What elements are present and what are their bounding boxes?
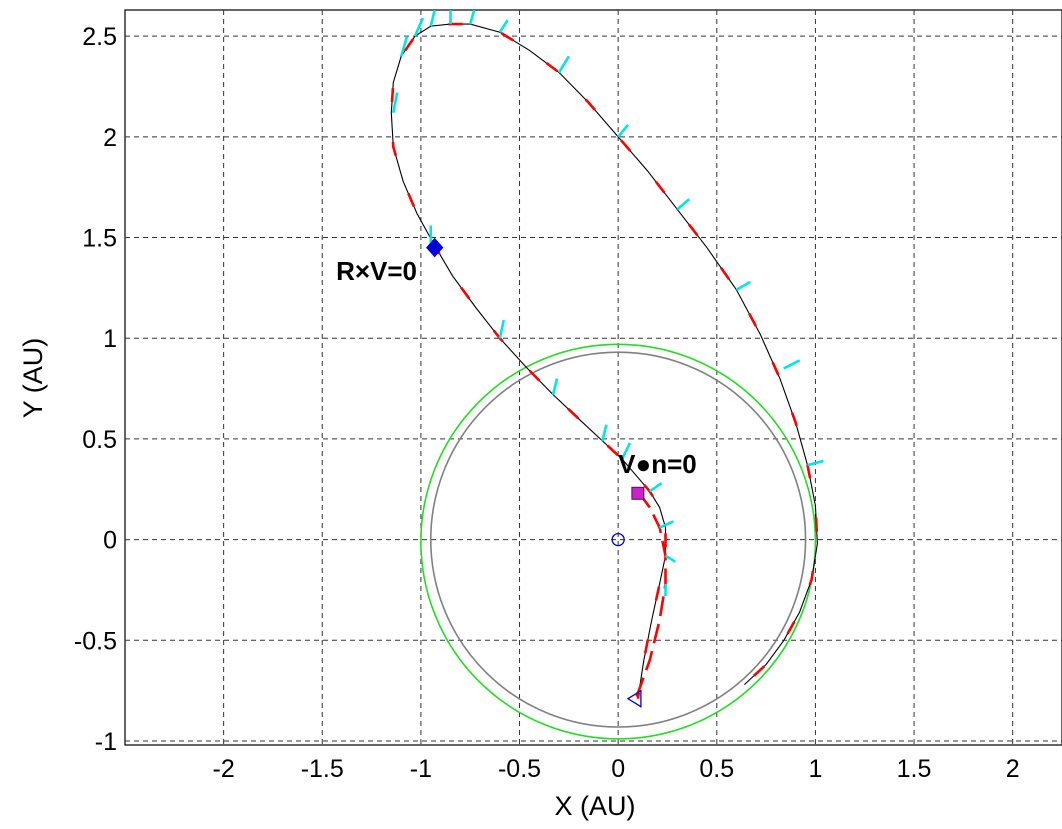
- plot-frame: [124, 9, 1062, 746]
- orbit-circle: [429, 351, 807, 728]
- thrust-vector: [664, 554, 677, 563]
- thrust-vector: [468, 10, 476, 25]
- rxv-marker: [426, 237, 444, 258]
- y-tick-label: 1: [103, 325, 117, 353]
- y-tick-label: 0: [103, 527, 117, 555]
- y-tick-label: -0.5: [74, 627, 117, 655]
- y-tick-label: 2: [103, 124, 117, 152]
- y-axis-label: Y (AU): [18, 338, 48, 419]
- thrust-vector: [551, 378, 559, 395]
- rxv-label: R×V=0: [336, 256, 417, 286]
- thrust-vector: [498, 19, 509, 33]
- x-tick-label: -1.5: [301, 755, 344, 783]
- thrust-vector: [399, 35, 409, 57]
- x-tick-label: 0.5: [699, 755, 734, 783]
- thrust-vector: [620, 442, 632, 460]
- thrust-vector: [557, 55, 570, 74]
- y-tick-label: 0.5: [82, 426, 117, 454]
- vn-marker: [631, 486, 645, 500]
- x-tick-label: -2: [213, 755, 235, 783]
- start-marker: [626, 689, 642, 708]
- x-tick-label: 2: [1006, 755, 1020, 783]
- thrust-vector: [617, 123, 630, 138]
- orbit-circle: [420, 343, 817, 740]
- x-tick-label: -0.5: [498, 755, 541, 783]
- y-tick-label: 2.5: [82, 23, 117, 51]
- x-tick-label: 1.5: [897, 755, 932, 783]
- y-tick-label: 1.5: [82, 225, 117, 253]
- thrust-vector: [601, 424, 608, 442]
- thrust-vector: [392, 92, 399, 113]
- thrust-arc: [634, 490, 667, 700]
- data-layer: [389, 10, 824, 740]
- thrust-vector: [659, 520, 674, 529]
- y-tick-label: -1: [95, 728, 117, 756]
- thrust-vector: [648, 482, 663, 493]
- x-tick-label: 0: [611, 755, 625, 783]
- thrust-vector: [807, 459, 824, 467]
- annotations: R×V=0 V●n=0: [336, 256, 697, 479]
- grid: [125, 10, 1062, 745]
- thrust-vector: [783, 359, 801, 370]
- thrust-vector: [498, 319, 506, 339]
- thrust-vector: [735, 280, 751, 292]
- thrust-vector: [413, 17, 425, 37]
- x-axis-label: X (AU): [555, 791, 636, 821]
- thrust-vector: [676, 198, 691, 211]
- thrust-arc-dashes: [389, 22, 819, 699]
- tick-labels: -2 -1.5 -1 -0.5 0 0.5 1 1.5 2 -1 -0.5 0 0.5 1 1.5 2 2.5: [74, 23, 1020, 783]
- x-tick-label: 1: [808, 755, 822, 783]
- vn-label: V●n=0: [618, 449, 697, 479]
- thrust-vector: [429, 10, 436, 27]
- x-tick-label: -1: [410, 755, 432, 783]
- sun-marker: [611, 532, 625, 547]
